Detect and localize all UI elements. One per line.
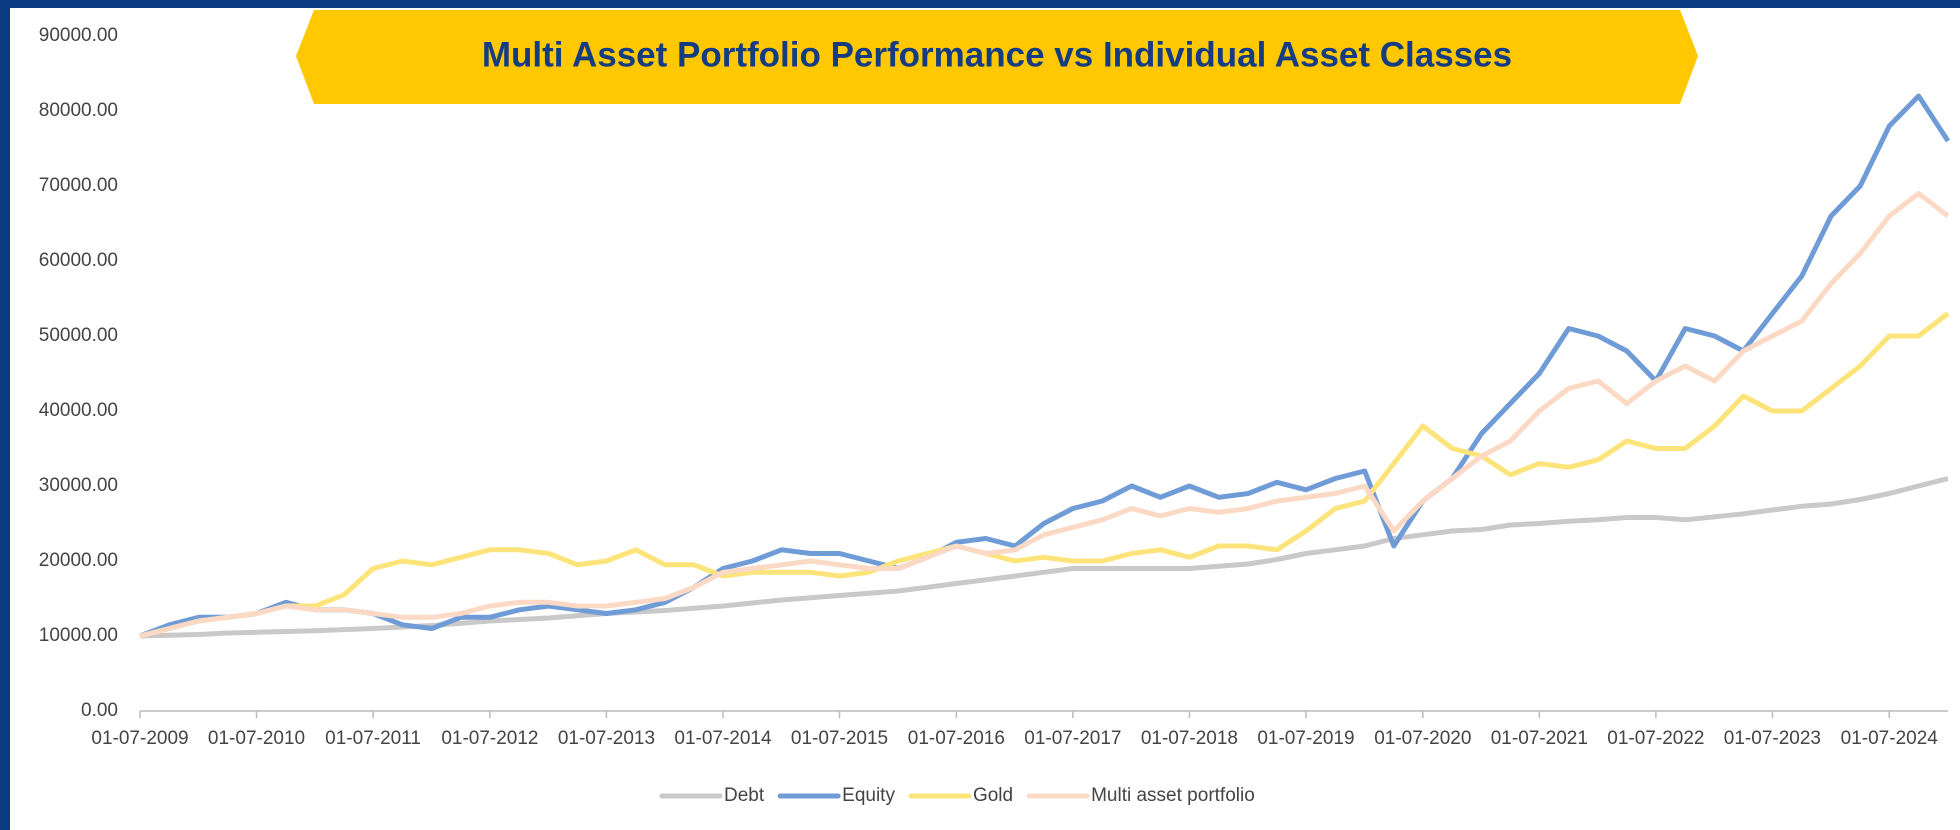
- x-tick-label: 01-07-2018: [1141, 728, 1238, 749]
- chart: Multi Asset Portfolio Performance vs Ind…: [39, 10, 1951, 806]
- x-tick-label: 01-07-2020: [1374, 728, 1471, 749]
- legend-label: Debt: [724, 785, 765, 806]
- x-tick-label: 01-07-2022: [1607, 728, 1704, 749]
- y-tick-label: 70000.00: [39, 175, 118, 196]
- y-tick-label: 40000.00: [39, 400, 118, 421]
- x-tick-label: 01-07-2023: [1724, 728, 1821, 749]
- series-line: [139, 93, 1951, 639]
- legend-label: Gold: [973, 785, 1013, 806]
- y-tick-label: 10000.00: [39, 625, 118, 646]
- x-tick-label: 01-07-2019: [1257, 728, 1354, 749]
- chart-frame: Multi Asset Portfolio Performance vs Ind…: [10, 8, 1960, 830]
- x-tick-label: 01-07-2015: [791, 728, 888, 749]
- x-tick-label: 01-07-2013: [558, 728, 655, 749]
- y-tick-label: 30000.00: [39, 475, 118, 496]
- x-tick-label: 01-07-2011: [325, 728, 421, 749]
- x-tick-label: 01-07-2010: [208, 728, 305, 749]
- legend-label: Multi asset portfolio: [1091, 785, 1255, 806]
- x-tick-label: 01-07-2017: [1024, 728, 1121, 749]
- y-tick-label: 20000.00: [39, 550, 118, 571]
- y-tick-label: 0.00: [81, 700, 118, 721]
- x-tick-label: 01-07-2012: [441, 728, 538, 749]
- x-tick-label: 01-07-2024: [1841, 728, 1939, 749]
- series-line: [139, 311, 1950, 639]
- chart-title: Multi Asset Portfolio Performance vs Ind…: [482, 35, 1512, 74]
- x-tick-label: 01-07-2009: [91, 728, 188, 749]
- x-tick-label: 01-07-2014: [674, 728, 772, 749]
- x-tick-label: 01-07-2016: [908, 728, 1005, 749]
- title-banner: [296, 10, 1698, 104]
- y-tick-label: 50000.00: [39, 325, 118, 346]
- x-tick-label: 01-07-2021: [1491, 728, 1588, 749]
- y-tick-label: 90000.00: [39, 25, 118, 46]
- legend-label: Equity: [842, 785, 895, 806]
- y-tick-label: 80000.00: [39, 100, 118, 121]
- y-tick-label: 60000.00: [39, 250, 118, 271]
- series-line: [139, 191, 1950, 639]
